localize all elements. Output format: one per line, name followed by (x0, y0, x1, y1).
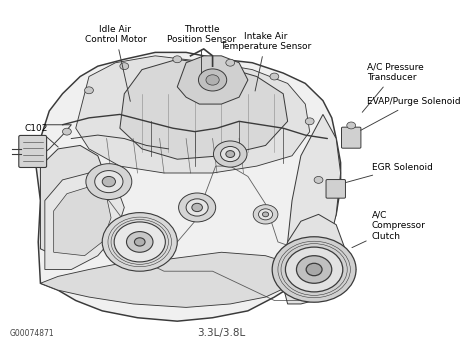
Polygon shape (279, 215, 345, 304)
Text: A/C Pressure
Transducer: A/C Pressure Transducer (362, 63, 424, 112)
Circle shape (102, 213, 177, 271)
Circle shape (226, 151, 235, 157)
Circle shape (258, 209, 273, 220)
Polygon shape (45, 173, 124, 270)
Polygon shape (40, 252, 301, 307)
Circle shape (314, 176, 323, 183)
Circle shape (263, 212, 269, 217)
Circle shape (173, 56, 182, 63)
Text: A/C
Compressor
Clutch: A/C Compressor Clutch (352, 211, 425, 248)
Text: C102: C102 (25, 124, 58, 147)
Circle shape (95, 171, 123, 193)
Text: EGR Solenoid: EGR Solenoid (346, 163, 432, 183)
Text: G00074871: G00074871 (9, 329, 54, 338)
Circle shape (179, 193, 216, 222)
Circle shape (127, 231, 153, 252)
Circle shape (186, 199, 208, 216)
Circle shape (213, 141, 247, 167)
Polygon shape (177, 56, 248, 104)
Circle shape (199, 69, 227, 91)
Circle shape (114, 222, 165, 262)
Circle shape (305, 118, 314, 125)
Circle shape (63, 128, 71, 135)
Circle shape (84, 87, 93, 94)
Circle shape (253, 205, 278, 224)
Text: Throttle
Position Sensor: Throttle Position Sensor (167, 25, 236, 74)
Polygon shape (54, 187, 111, 256)
Circle shape (272, 237, 356, 302)
Circle shape (347, 122, 356, 129)
Circle shape (120, 63, 129, 70)
Polygon shape (36, 52, 341, 321)
Text: Idle Air
Control Motor: Idle Air Control Motor (84, 25, 146, 101)
FancyBboxPatch shape (19, 135, 46, 167)
Circle shape (226, 59, 235, 66)
Circle shape (306, 263, 322, 276)
Circle shape (270, 73, 279, 80)
Polygon shape (40, 145, 107, 259)
Circle shape (296, 256, 332, 283)
Polygon shape (288, 115, 341, 287)
Polygon shape (120, 59, 288, 159)
Polygon shape (76, 56, 310, 173)
Text: Intake Air
Temperature Sensor: Intake Air Temperature Sensor (220, 32, 311, 91)
Circle shape (135, 238, 145, 246)
Circle shape (86, 164, 132, 200)
Circle shape (102, 176, 116, 187)
Circle shape (285, 247, 343, 292)
Text: EVAP/Purge Solenoid: EVAP/Purge Solenoid (361, 97, 461, 130)
FancyBboxPatch shape (341, 127, 361, 148)
Circle shape (220, 146, 240, 162)
Text: 3.3L/3.8L: 3.3L/3.8L (197, 328, 246, 338)
FancyBboxPatch shape (326, 180, 346, 198)
Circle shape (206, 75, 219, 85)
Circle shape (192, 203, 202, 212)
